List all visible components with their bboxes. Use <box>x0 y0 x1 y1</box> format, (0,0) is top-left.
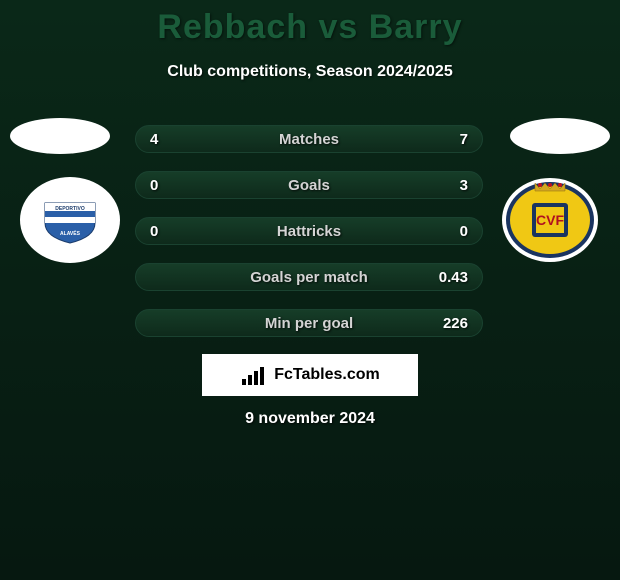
stat-row-goals: 0 Goals 3 <box>135 171 483 199</box>
stats-panel: 4 Matches 7 0 Goals 3 0 Hattricks 0 Goal… <box>135 125 483 355</box>
stat-row-matches: 4 Matches 7 <box>135 125 483 153</box>
chart-bars-icon <box>240 365 268 385</box>
stat-label: Goals per match <box>250 269 368 286</box>
player-left-avatar <box>10 118 110 154</box>
club-badge-right: CVF <box>500 177 600 263</box>
svg-text:ALAVÉS: ALAVÉS <box>60 229 81 237</box>
stat-left-value: 0 <box>150 177 158 194</box>
page-title: Rebbach vs Barry <box>0 0 620 47</box>
stat-right-value: 3 <box>460 177 468 194</box>
stat-label: Min per goal <box>265 315 353 332</box>
alaves-crest-icon: DEPORTIVO ALAVÉS <box>35 195 105 245</box>
watermark-text: FcTables.com <box>274 366 380 384</box>
subtitle: Club competitions, Season 2024/2025 <box>0 63 620 81</box>
stat-left-value: 0 <box>150 223 158 240</box>
footer-date: 9 november 2024 <box>245 410 375 428</box>
player-right-avatar <box>510 118 610 154</box>
main-container: Rebbach vs Barry Club competitions, Seas… <box>0 0 620 580</box>
watermark[interactable]: FcTables.com <box>202 354 418 396</box>
villarreal-crest-icon: CVF <box>500 177 600 263</box>
stat-label: Matches <box>279 131 339 148</box>
stat-right-value: 0.43 <box>439 269 468 286</box>
stat-row-hattricks: 0 Hattricks 0 <box>135 217 483 245</box>
stat-row-min-per-goal: Min per goal 226 <box>135 309 483 337</box>
stat-right-value: 226 <box>443 315 468 332</box>
club-badge-left: DEPORTIVO ALAVÉS <box>20 177 120 263</box>
stat-label: Goals <box>288 177 330 194</box>
stat-left-value: 4 <box>150 131 158 148</box>
stat-right-value: 7 <box>460 131 468 148</box>
svg-text:DEPORTIVO: DEPORTIVO <box>55 206 85 212</box>
stat-row-goals-per-match: Goals per match 0.43 <box>135 263 483 291</box>
stat-label: Hattricks <box>277 223 341 240</box>
stat-right-value: 0 <box>460 223 468 240</box>
svg-text:CVF: CVF <box>536 212 564 228</box>
